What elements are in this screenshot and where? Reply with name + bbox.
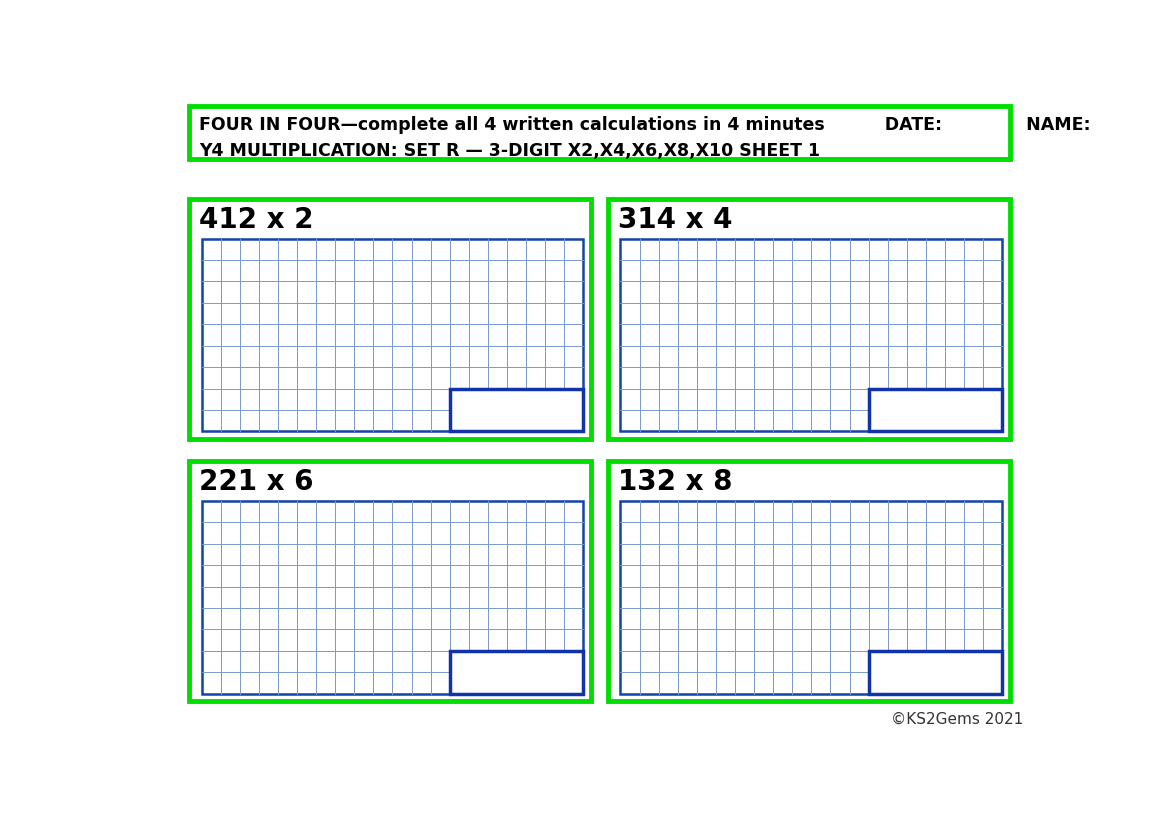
Text: 412 x 2: 412 x 2 <box>199 206 314 234</box>
Bar <box>620 239 1003 432</box>
Bar <box>201 501 584 694</box>
Bar <box>608 461 1010 701</box>
Bar <box>620 501 1003 694</box>
Text: FOUR IN FOUR—complete all 4 written calculations in 4 minutes          DATE:    : FOUR IN FOUR—complete all 4 written calc… <box>199 116 1090 134</box>
Bar <box>608 198 1010 439</box>
Text: 221 x 6: 221 x 6 <box>199 468 314 496</box>
Text: 132 x 8: 132 x 8 <box>618 468 732 496</box>
Bar <box>190 461 591 701</box>
Text: 314 x 4: 314 x 4 <box>618 206 732 234</box>
Bar <box>449 389 584 432</box>
Text: ©KS2Gems 2021: ©KS2Gems 2021 <box>890 712 1023 727</box>
Bar <box>201 239 584 432</box>
Bar <box>868 389 1003 432</box>
Text: Y4 MULTIPLICATION: SET R — 3-DIGIT X2,X4,X6,X8,X10 SHEET 1: Y4 MULTIPLICATION: SET R — 3-DIGIT X2,X4… <box>199 141 820 160</box>
Bar <box>190 198 591 439</box>
Bar <box>449 651 584 694</box>
Bar <box>190 106 1010 159</box>
Bar <box>868 651 1003 694</box>
